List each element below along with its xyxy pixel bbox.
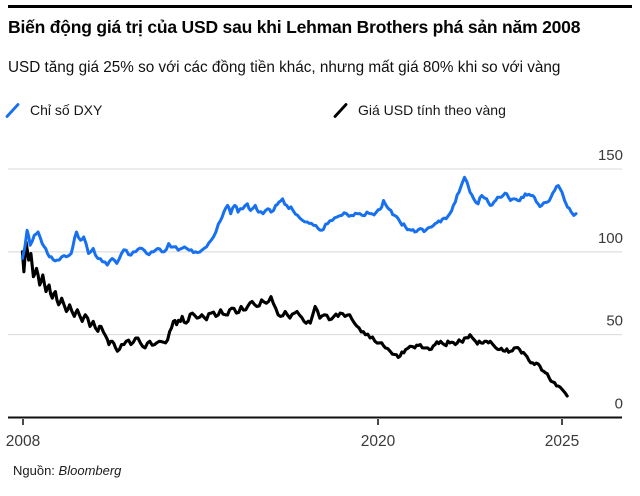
x-tick-label-2020: 2020 [361,433,396,450]
chart-subtitle: USD tăng giá 25% so với các đồng tiền kh… [8,59,561,76]
legend-item-dxy: Chỉ số DXY [4,99,102,121]
legend-label-dxy: Chỉ số DXY [30,102,103,118]
y-tick-label-150: 150 [598,147,623,164]
series-path-dxy [20,175,578,267]
source-note: Nguồn: Bloomberg [13,463,121,478]
x-tick-label-2025: 2025 [545,433,579,450]
dxy-line-marker-icon [5,102,20,118]
legend: Chỉ số DXY Giá USD tính theo vàng [0,99,640,121]
source-name: Bloomberg [58,463,122,478]
legend-label-gold: Giá USD tính theo vàng [358,102,506,118]
page-title: Biến động giá trị của USD sau khi Lehman… [8,17,581,37]
y-tick-label-50: 50 [606,313,623,330]
source-prefix: Nguồn: [13,463,55,478]
x-tick-label-2008: 2008 [6,433,40,450]
gold-line-marker-icon [333,102,348,118]
top-rule [8,5,632,8]
y-tick-label-0: 0 [615,396,623,413]
series-path-gold [20,240,569,398]
legend-item-gold: Giá USD tính theo vàng [332,99,506,121]
y-tick-label-100: 100 [598,230,623,247]
